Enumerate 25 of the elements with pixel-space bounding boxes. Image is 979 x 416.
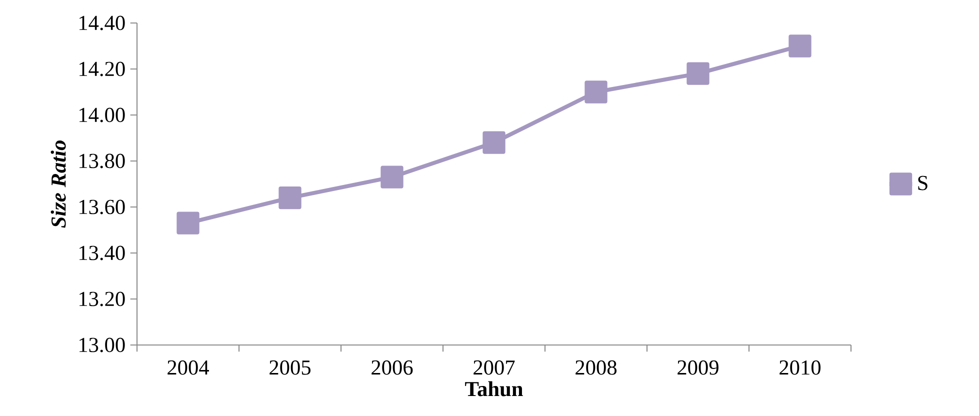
x-tick-label: 2008 <box>576 360 617 375</box>
y-tick-label: 13.60 <box>80 200 125 214</box>
point <box>788 34 812 58</box>
x-tick-label: 2007 <box>474 360 515 375</box>
point <box>176 212 200 234</box>
point <box>686 62 710 85</box>
y-axis-title: Size Ratio <box>50 140 66 228</box>
y-tick-label: 14.20 <box>80 62 125 76</box>
point <box>380 166 404 188</box>
y-tick-label: 14.40 <box>80 16 125 30</box>
x-tick-label: 2010 <box>780 360 821 375</box>
y-tick-label: 13.80 <box>80 154 125 168</box>
y-tick-label: 13.40 <box>80 246 125 260</box>
point <box>278 186 302 210</box>
x-tick-label: 2006 <box>372 360 413 375</box>
x-tick-label: 2004 <box>168 360 209 375</box>
x-tick-label: 2005 <box>270 360 310 375</box>
point <box>584 80 608 104</box>
y-tick-label: 14.00 <box>80 108 125 122</box>
y-tick-label: 13.20 <box>80 292 125 306</box>
x-tick-label: 2009 <box>678 360 718 375</box>
legend-label: S <box>918 176 928 190</box>
y-tick-label: 13.00 <box>80 338 125 352</box>
x-axis-title: Tahun <box>465 381 523 396</box>
point <box>482 131 506 154</box>
